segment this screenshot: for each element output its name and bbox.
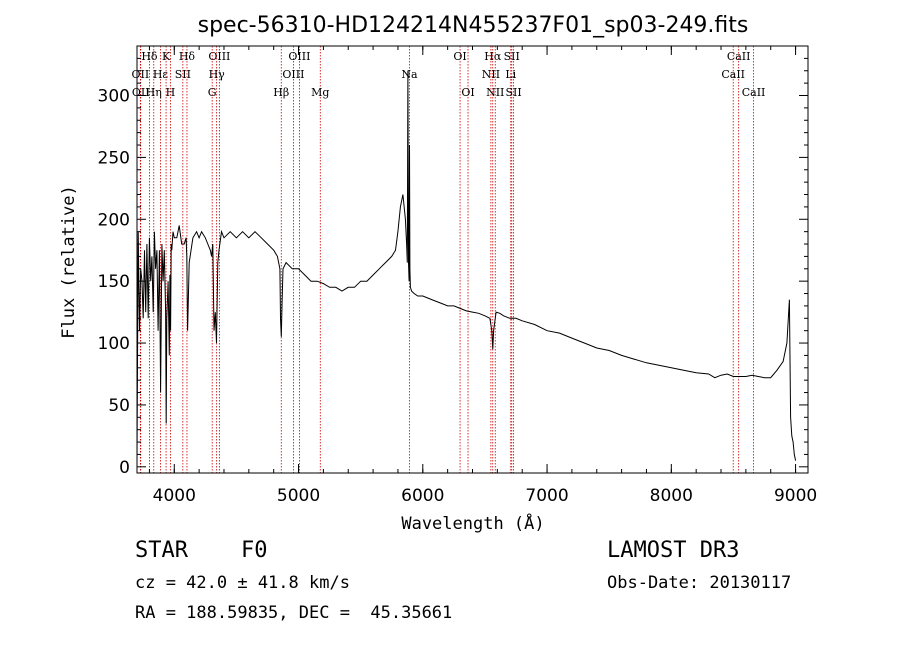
marker-label: Mg (311, 86, 329, 99)
marker-label: Hγ (209, 68, 226, 81)
marker-label: G (208, 86, 217, 99)
obs-date: Obs-Date: 20130117 (607, 573, 792, 593)
y-tick-label: 150 (98, 272, 130, 292)
marker-label: K (162, 50, 171, 63)
marker-label: SII (175, 68, 191, 81)
class-label: STAR F0 (135, 538, 267, 563)
marker-label: Hβ (273, 86, 289, 99)
spectral-subclass: F0 (240, 538, 268, 563)
x-tick-label: 7000 (525, 486, 568, 506)
redshift-readout: cz = 42.0 ± 41.8 km/s (135, 573, 350, 593)
marker-label: OIII (282, 68, 304, 81)
y-tick-label: 100 (98, 334, 130, 354)
y-tick-label: 0 (119, 458, 130, 478)
spectrum-series (136, 70, 797, 461)
marker-label: Na (401, 68, 418, 81)
y-tick-label: 250 (98, 148, 130, 168)
marker-label: OI (461, 86, 474, 99)
x-tick-label: 4000 (153, 486, 196, 506)
marker-label: OIII (208, 50, 230, 63)
plot-frame (136, 45, 809, 474)
spectrum-line (136, 70, 797, 461)
marker-label: OIII (288, 50, 310, 63)
spectral-class: STAR (135, 538, 188, 563)
y-axis-label: Flux (relative) (59, 185, 79, 339)
marker-label: SII (506, 86, 522, 99)
marker-label: Hε (153, 68, 169, 81)
x-tick-label: 8000 (650, 486, 693, 506)
coordinates: RA = 188.59835, DEC = 45.35661 (135, 603, 453, 623)
marker-label: NII (482, 68, 500, 81)
y-tick-label: 300 (98, 87, 130, 107)
x-tick-label: 6000 (401, 486, 444, 506)
spectrum-chart: spec-56310-HD124214N455237F01_sp03-249.f… (59, 13, 817, 534)
x-tick-label: 5000 (277, 486, 320, 506)
marker-label: Hη (146, 86, 162, 99)
marker-label: H (166, 86, 176, 99)
marker-label: CaII (721, 68, 745, 81)
marker-label: Hδ (179, 50, 196, 63)
chart-title: spec-56310-HD124214N455237F01_sp03-249.f… (198, 13, 749, 38)
marker-label: SII (504, 50, 520, 63)
axis-ticks: 4000 5000 6000 7000 8000 9000 0 50 100 150 200 250 3… (98, 46, 817, 506)
marker-label: Hδ (141, 50, 158, 63)
marker-label: CaII (742, 86, 766, 99)
marker-label: Li (505, 68, 516, 81)
y-tick-label: 50 (108, 396, 130, 416)
marker-label: Hα (484, 50, 502, 63)
marker-label: NII (486, 86, 504, 99)
marker-label: CaII (727, 50, 751, 63)
marker-label: OI (453, 50, 466, 63)
survey-label: LAMOST DR3 (607, 538, 740, 563)
y-tick-label: 200 (98, 210, 130, 230)
x-axis-label: Wavelength (Å) (401, 512, 544, 534)
x-tick-label: 9000 (774, 486, 817, 506)
